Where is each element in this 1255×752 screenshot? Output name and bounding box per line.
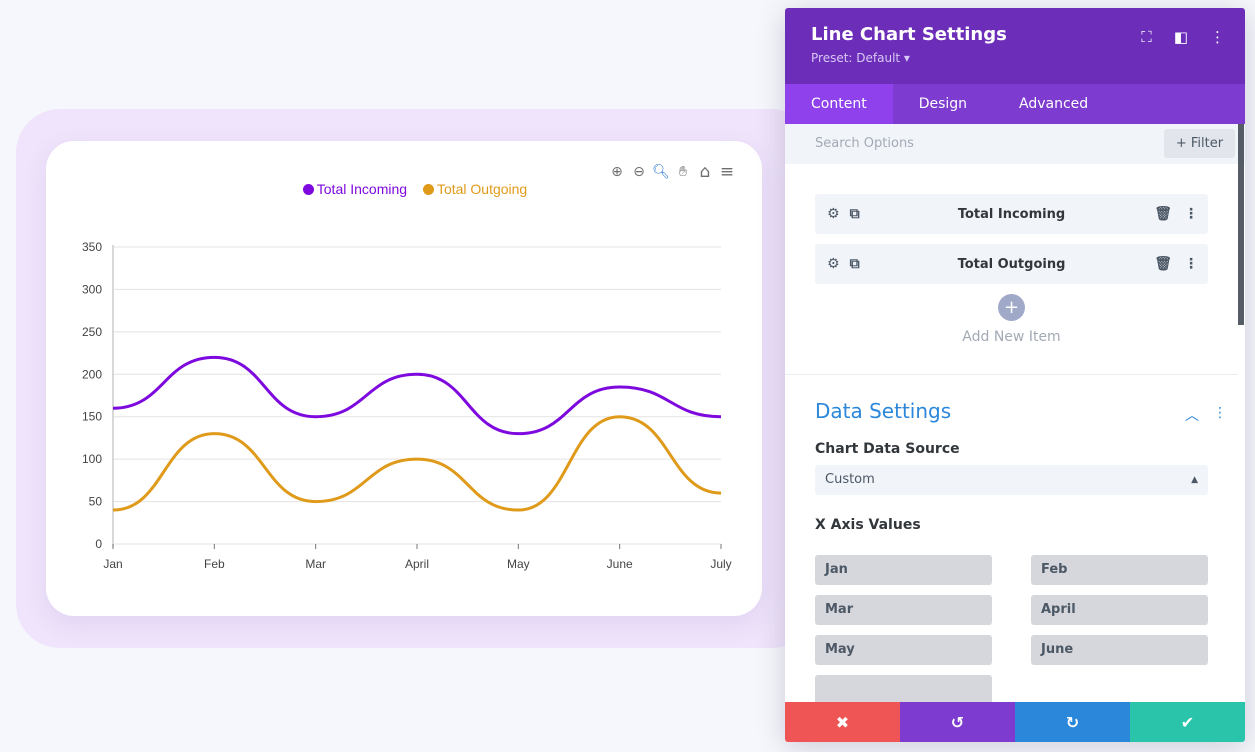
chart-toolbar: ⊕ ⊖ 🔍︎ ✋︎ ⌂ ≡ xyxy=(608,162,736,182)
section-title[interactable]: Data Settings xyxy=(815,399,952,423)
series-line xyxy=(112,355,722,436)
list-item[interactable]: ⚙ ⧉ Total Outgoing 🗑︎ ⋮ xyxy=(815,244,1208,284)
add-item-label[interactable]: Add New Item xyxy=(962,329,1061,345)
cancel-button[interactable]: ✖ xyxy=(785,702,900,742)
settings-panel: Line Chart Settings Preset: Default ▾ ⛶ … xyxy=(785,8,1245,742)
list-item[interactable]: ⚙ ⧉ Total Incoming 🗑︎ ⋮ xyxy=(815,194,1208,234)
divider xyxy=(785,374,1238,375)
y-tick-label: 250 xyxy=(82,325,102,339)
fullscreen-icon[interactable]: ⛶ xyxy=(1141,28,1152,46)
panel-title: Line Chart Settings xyxy=(811,24,1007,45)
section-more-icon[interactable]: ⋮ xyxy=(1213,405,1227,421)
zoom-out-icon[interactable]: ⊖ xyxy=(633,164,645,180)
item-name: Total Outgoing xyxy=(957,256,1066,272)
panel-footer: ✖ ↺ ↻ ✔ xyxy=(785,702,1245,742)
y-tick-label: 300 xyxy=(82,282,102,296)
search-options-input[interactable]: Search Options + Filter xyxy=(785,124,1245,164)
chart-legend: Total Incoming Total Outgoing xyxy=(0,181,830,198)
chart-card xyxy=(46,141,762,616)
duplicate-icon[interactable]: ⧉ xyxy=(849,206,860,222)
x-tick-label: June xyxy=(607,557,633,571)
menu-icon[interactable]: ≡ xyxy=(719,162,735,182)
redo-icon: ↻ xyxy=(1065,712,1080,732)
legend-outgoing[interactable]: Total Outgoing xyxy=(422,181,528,197)
x-axis-input[interactable]: May xyxy=(815,635,992,665)
legend-incoming[interactable]: Total Incoming xyxy=(302,181,408,197)
save-button[interactable]: ✔ xyxy=(1130,702,1245,742)
x-tick-label: Mar xyxy=(305,557,326,571)
y-tick-label: 350 xyxy=(82,240,102,254)
legend-label: Total Outgoing xyxy=(436,181,528,197)
redo-button[interactable]: ↻ xyxy=(1015,702,1130,742)
zoom-selection-icon[interactable]: 🔍︎ xyxy=(652,164,670,180)
select-arrows-icon: ▲ xyxy=(1191,475,1198,485)
item-more-icon[interactable]: ⋮ xyxy=(1184,256,1198,272)
x-tick-label: July xyxy=(710,557,731,571)
tab-design[interactable]: Design xyxy=(918,96,968,112)
x-tick-label: May xyxy=(507,557,530,571)
undo-icon: ↺ xyxy=(950,712,965,732)
x-tick-label: Jan xyxy=(103,557,122,571)
pan-hand-icon[interactable]: ✋︎ xyxy=(679,164,687,180)
gear-icon[interactable]: ⚙ xyxy=(827,206,840,222)
x-axis-input[interactable]: April xyxy=(1031,595,1208,625)
x-axis-input[interactable]: Feb xyxy=(1031,555,1208,585)
y-tick-label: 150 xyxy=(82,410,102,424)
chevron-up-icon[interactable]: ︿ xyxy=(1185,408,1199,424)
panel-header: Line Chart Settings Preset: Default ▾ ⛶ … xyxy=(785,8,1245,84)
x-tick-label: Feb xyxy=(204,557,225,571)
check-icon: ✔ xyxy=(1180,712,1195,732)
y-tick-label: 100 xyxy=(82,452,102,466)
gear-icon[interactable]: ⚙ xyxy=(827,256,840,272)
select-value: Custom xyxy=(825,472,875,487)
series-line xyxy=(112,415,722,512)
panel-scrollbar[interactable] xyxy=(1238,124,1244,325)
filter-button[interactable]: + Filter xyxy=(1164,129,1235,158)
y-tick-label: 200 xyxy=(82,367,102,381)
close-icon: ✖ xyxy=(835,712,850,732)
data-source-select[interactable]: Custom ▲ xyxy=(815,465,1208,495)
line-chart: 0 50 100 150 200 250 300 350 Jan Feb Mar April May Ju… xyxy=(82,240,732,571)
trash-icon[interactable]: 🗑︎ xyxy=(1154,206,1172,222)
preset-dropdown[interactable]: Preset: Default ▾ xyxy=(811,51,910,65)
x-axis-label: X Axis Values xyxy=(815,517,921,533)
zoom-in-icon[interactable]: ⊕ xyxy=(611,164,623,180)
legend-label: Total Incoming xyxy=(316,181,408,197)
undo-button[interactable]: ↺ xyxy=(900,702,1015,742)
x-axis-input[interactable]: Jan xyxy=(815,555,992,585)
y-tick-label: 50 xyxy=(89,495,103,509)
x-axis-input[interactable]: Mar xyxy=(815,595,992,625)
tab-advanced[interactable]: Advanced xyxy=(1019,96,1089,112)
sidebar-layout-icon[interactable]: ◧ xyxy=(1173,28,1188,46)
item-more-icon[interactable]: ⋮ xyxy=(1184,206,1198,222)
search-placeholder: Search Options xyxy=(815,136,914,151)
duplicate-icon[interactable]: ⧉ xyxy=(849,256,860,272)
x-axis-input[interactable]: June xyxy=(1031,635,1208,665)
x-tick-label: April xyxy=(405,557,429,571)
add-item-button[interactable]: + xyxy=(998,294,1025,321)
item-name: Total Incoming xyxy=(957,206,1066,222)
x-axis-input[interactable] xyxy=(815,675,992,705)
tab-content[interactable]: Content xyxy=(785,84,893,124)
source-label: Chart Data Source xyxy=(815,441,960,457)
more-options-icon[interactable]: ⋮ xyxy=(1210,28,1225,46)
home-icon[interactable]: ⌂ xyxy=(699,162,711,182)
trash-icon[interactable]: 🗑︎ xyxy=(1154,256,1172,272)
y-tick-label: 0 xyxy=(95,537,102,551)
tab-bar: Content Design Advanced xyxy=(785,84,1245,124)
